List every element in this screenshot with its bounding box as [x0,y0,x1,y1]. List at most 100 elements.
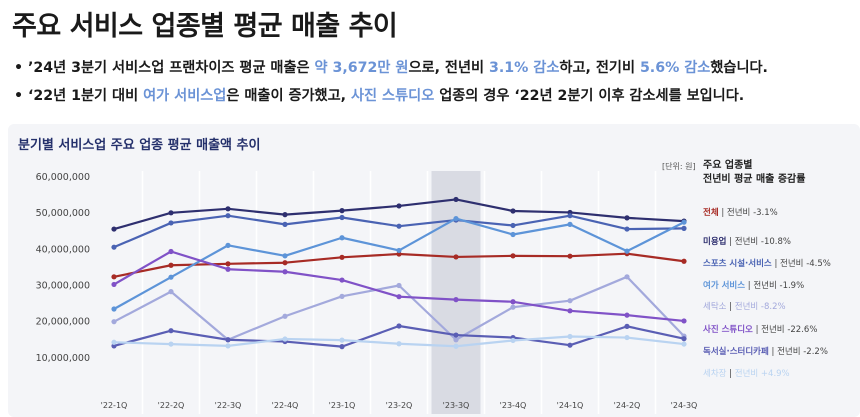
legend-series-name: 독서실·스터디카페 [703,347,769,357]
legend-separator: | [752,325,762,335]
data-point [453,332,459,338]
data-point [339,208,345,214]
bullet-1-part-4: 3.1% 감소 [489,60,560,76]
unit-label: [단위: 원] [662,162,696,171]
data-point [111,319,117,325]
data-point [168,274,174,280]
data-point [567,298,573,304]
data-point [225,266,231,272]
data-point [453,343,459,349]
data-point [282,313,288,319]
data-point [453,196,459,203]
bullet-2-part-4: 사진 스튜디오 [351,88,435,104]
data-point [624,215,630,221]
data-point [339,254,345,260]
bullet-2-part-5: 업종의 경우 ‘22년 2분기 이후 감소세를 보입니다. [434,88,745,104]
data-point [111,343,117,349]
data-point [624,312,630,318]
data-point [396,323,402,329]
data-point [111,274,117,280]
legend-series-name: 미용업 [703,237,727,247]
bullet-1-part-1: ’24년 3분기 서비스업 프랜차이즈 평균 매출은 [28,60,315,76]
bullet-1-part-2: 약 3,672만 원 [314,60,409,76]
data-point [681,336,687,342]
legend-series-name: 전체 [703,208,719,218]
data-point [396,247,402,254]
x-tick-label: '23-3Q [443,401,470,410]
data-point [510,337,516,344]
data-point [624,226,630,232]
data-point [111,226,117,232]
legend-series-name: 사진 스튜디오 [703,325,753,335]
x-tick-label: '22-4Q [272,401,299,410]
data-point [168,248,174,255]
data-point [225,337,231,343]
x-tick-label: '24-1Q [557,401,584,410]
data-point [225,261,231,267]
data-point [681,318,687,324]
y-tick-label: 50,000,000 [36,208,90,219]
data-point [339,344,345,350]
data-point [510,231,516,238]
data-point [681,219,687,225]
data-point [282,253,288,259]
data-point [168,341,174,347]
x-tick-label: '23-1Q [329,401,356,410]
data-point [567,342,573,348]
data-point [339,235,345,241]
data-point [168,289,174,295]
data-point [225,206,231,212]
bullet-2-part-2: 여가 서비스업 [143,88,227,104]
data-point [282,260,288,266]
legend-series-name: 스포츠 시설·서비스 [703,259,772,269]
bullet-2-part-1: ‘22년 1분기 대비 [28,88,144,104]
legend-separator: | [771,259,781,269]
data-point [396,251,402,257]
data-point [282,336,288,342]
x-tick-label: '22-2Q [158,401,185,410]
bullet-dot: • [14,88,24,104]
data-point [510,299,516,305]
data-point [282,269,288,275]
data-point [453,215,459,222]
legend-item: 사진 스튜디오 | 전년비 -22.6% [703,323,817,335]
data-point [510,304,516,310]
x-tick-label: '23-2Q [386,401,413,410]
data-point [453,297,459,303]
data-point [396,294,402,300]
data-point [510,208,516,214]
data-point [567,221,573,227]
legend-item: 세차장 | 전년비 +4.9% [703,367,790,379]
x-tick-label: '22-3Q [215,401,242,410]
legend-item: 미용업 | 전년비 -10.8% [703,235,791,247]
data-point [453,337,459,343]
bullet-item-1: • ’24년 3분기 서비스업 프랜차이즈 평균 매출은 약 3,672만 원으로… [14,58,768,86]
legend-separator: | [726,369,735,379]
legend-separator: | [768,347,778,357]
legend-item: 전체 | 전년비 -3.1% [703,206,778,218]
data-point [567,253,573,259]
legend-series-change: 전년비 -4.5% [780,259,831,269]
data-point [111,306,117,312]
legend-item: 여가 서비스 | 전년비 -1.9% [703,279,804,291]
data-point [339,277,345,283]
x-tick-label: '24-3Q [671,401,698,410]
y-tick-label: 20,000,000 [36,317,90,328]
data-point [681,258,687,264]
data-point [225,343,231,349]
data-point [168,210,174,216]
data-point [168,262,174,268]
legend-separator: | [726,237,735,247]
data-point [681,225,687,231]
legend-item: 세탁소 | 전년비 -8.2% [703,300,786,312]
legend-series-change: 전년비 -10.8% [734,237,791,247]
data-point [567,308,573,314]
bullet-1-part-6: 5.6% 감소 [639,60,711,76]
legend-separator: | [745,281,754,291]
data-point [396,203,402,209]
chart-title: 분기별 서비스업 주요 업종 평균 매출액 추이 [18,138,261,153]
legend-title: 주요 업종별 전년비 평균 매출 증감률 [703,159,805,187]
x-tick-label: '22-1Q [101,401,128,410]
legend-separator: | [726,302,735,312]
data-point [510,253,516,259]
